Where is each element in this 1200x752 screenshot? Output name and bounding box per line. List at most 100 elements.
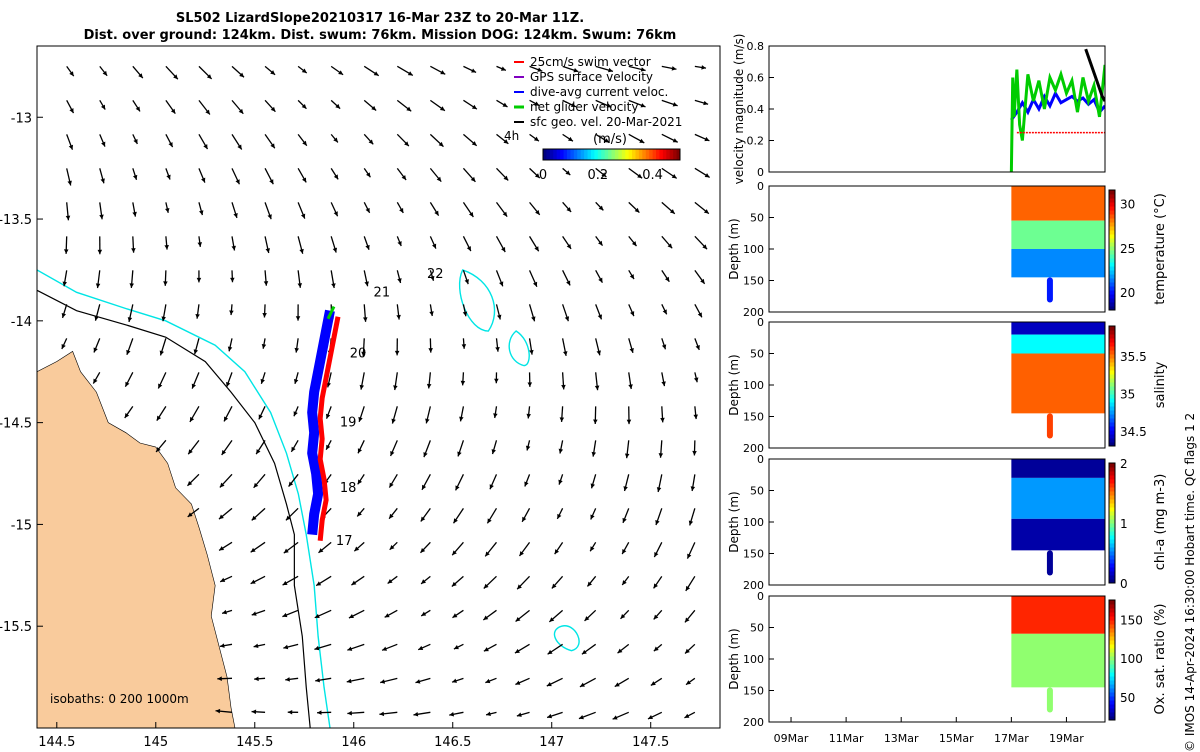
current-arrow xyxy=(347,678,364,683)
colorbar-cell xyxy=(1109,676,1115,681)
colorbar-cell xyxy=(598,149,602,160)
current-arrow xyxy=(516,610,530,621)
current-arrow xyxy=(463,100,476,109)
colorbar-cell xyxy=(1109,190,1115,195)
heatmap-layer xyxy=(1011,459,1105,478)
arrow-head xyxy=(672,66,677,70)
current-arrow xyxy=(421,610,430,616)
colorbar-cell xyxy=(1109,286,1115,291)
current-arrow xyxy=(484,576,497,588)
current-arrow xyxy=(654,610,662,619)
current-arrow xyxy=(294,372,298,384)
arrow-head xyxy=(347,679,352,683)
colorbar-cell xyxy=(1109,302,1115,307)
arrow-head xyxy=(66,216,71,221)
current-arrow xyxy=(358,440,364,453)
current-arrow xyxy=(163,270,168,285)
current-arrow xyxy=(331,66,343,74)
arrow-head xyxy=(363,317,368,322)
current-arrow xyxy=(596,202,604,210)
current-arrow xyxy=(526,406,531,418)
y-tick-label: 0.4 xyxy=(747,103,765,116)
current-arrow xyxy=(662,202,675,213)
current-arrow xyxy=(264,270,269,285)
colorbar-cell xyxy=(570,149,574,160)
current-arrow xyxy=(557,508,562,519)
current-arrow xyxy=(596,304,602,319)
colorbar-tick-label: 0 xyxy=(1120,577,1128,591)
current-arrow xyxy=(496,304,501,319)
current-arrow xyxy=(364,100,376,110)
colorbar-cell xyxy=(1109,434,1115,439)
colorbar-cell xyxy=(629,149,633,160)
current-arrow xyxy=(463,134,476,145)
colorbar-tick-label: 34.5 xyxy=(1120,425,1147,439)
current-arrow xyxy=(166,66,178,79)
colorbar-cell xyxy=(1109,519,1115,524)
current-arrow xyxy=(232,134,242,149)
current-arrow xyxy=(364,236,369,249)
colorbar-cell xyxy=(646,149,650,160)
current-arrow xyxy=(391,406,397,423)
x-tick-label: 146.5 xyxy=(434,735,471,750)
current-arrow xyxy=(199,202,203,215)
heatmap-layer xyxy=(1011,335,1105,354)
arrow-head xyxy=(559,449,563,454)
colorbar-cell xyxy=(1109,262,1115,267)
colorbar-cell xyxy=(1109,330,1115,335)
colorbar-tick-label: 1 xyxy=(1120,517,1128,531)
current-arrow xyxy=(430,100,445,110)
current-arrow xyxy=(285,677,298,682)
colorbar-cell xyxy=(1109,692,1115,697)
current-arrow xyxy=(694,372,698,382)
current-arrow xyxy=(563,134,573,141)
current-arrow xyxy=(298,134,307,145)
current-arrow xyxy=(265,134,275,148)
x-tick-label: 144.5 xyxy=(38,735,75,750)
arrow-head xyxy=(457,451,461,456)
current-arrow xyxy=(380,678,397,683)
arrow-head xyxy=(452,679,457,683)
colorbar-title: salinity xyxy=(1153,361,1168,408)
current-arrow xyxy=(695,168,710,177)
legend-entry: sfc geo. vel. 20-Mar-2021 xyxy=(530,115,682,129)
heatmap-layer xyxy=(1011,186,1105,221)
current-arrow xyxy=(563,270,571,285)
y-tick-label: 50 xyxy=(750,485,764,498)
current-arrow xyxy=(461,372,466,385)
current-arrow xyxy=(494,372,499,383)
colorbar-cell xyxy=(1109,471,1115,476)
colorbar-cell xyxy=(1109,668,1115,673)
arrow-head xyxy=(461,381,466,386)
current-arrow xyxy=(99,202,103,219)
heatmap-layer xyxy=(1011,634,1105,688)
colorbar-cell xyxy=(1109,684,1115,689)
current-arrow xyxy=(421,508,431,521)
colorbar-cell xyxy=(612,149,616,160)
current-arrow xyxy=(695,100,708,105)
colorbar-cell xyxy=(1109,515,1115,520)
colorbar-cell xyxy=(1109,430,1115,435)
current-arrow xyxy=(331,134,338,142)
colorbar-cell xyxy=(1109,640,1115,645)
current-arrow xyxy=(496,100,507,107)
current-arrow xyxy=(232,66,244,77)
current-arrow xyxy=(648,712,662,719)
x-tick-label: 09Mar xyxy=(774,732,809,745)
current-arrow xyxy=(662,100,678,106)
arrow-head xyxy=(266,248,270,253)
current-arrow xyxy=(552,576,563,588)
current-arrow xyxy=(298,168,306,182)
colorbar-cell xyxy=(622,149,626,160)
current-arrow xyxy=(662,134,678,142)
current-arrow xyxy=(261,372,265,383)
colorbar-cell xyxy=(1109,346,1115,351)
arrow-head xyxy=(98,250,103,254)
current-arrow xyxy=(463,236,470,251)
current-arrow xyxy=(487,508,496,523)
arrow-head xyxy=(229,310,234,315)
colorbar-cell xyxy=(1109,406,1115,411)
current-arrow xyxy=(659,440,664,457)
